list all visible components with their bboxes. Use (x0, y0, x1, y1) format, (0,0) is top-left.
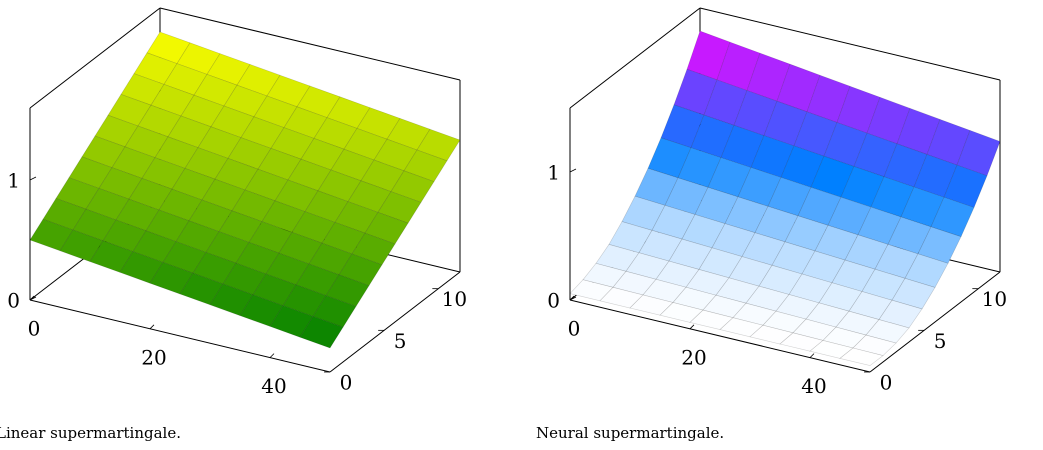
z-tick-label: 1 (547, 161, 560, 185)
x-tick (809, 353, 815, 358)
caption: Neural supermartingale. (536, 424, 724, 442)
x-tick-label: 20 (681, 345, 706, 369)
surface-cell (351, 232, 396, 266)
z-tick-label: 1 (7, 169, 20, 193)
x-tick-label: 40 (261, 374, 286, 398)
y-tick-label: 10 (442, 287, 467, 311)
surface-cell (403, 149, 448, 182)
box-edge (29, 7, 161, 109)
surface-chart: 0 20 40 0 5 10 0 1 Linear supermartingale. (0, 7, 467, 442)
y-tick-label: 0 (880, 371, 893, 395)
z-tick (29, 176, 37, 181)
z-tick-label: 0 (7, 289, 20, 313)
z-tick (29, 296, 37, 301)
box-edge (569, 7, 701, 109)
y-tick-label: 0 (340, 371, 353, 395)
y-tick-label: 5 (394, 329, 407, 353)
z-tick (569, 168, 577, 173)
z-tick-label: 0 (547, 289, 560, 313)
x-tick (689, 324, 695, 330)
surface-cell (839, 347, 884, 366)
surface-cell (904, 253, 949, 288)
box-edge (159, 7, 461, 81)
caption: Linear supermartingale. (0, 424, 181, 442)
surface-cell (930, 196, 975, 238)
surface-chart: 0 20 40 0 5 10 0 1 Neural supermartingale. (536, 7, 1007, 442)
surface-cell (364, 212, 409, 245)
surface-cell (299, 316, 344, 349)
y-tick-label: 10 (982, 287, 1007, 311)
x-axis (569, 299, 871, 373)
x-axis (29, 299, 331, 373)
surface-cell (377, 191, 422, 224)
x-tick (149, 324, 155, 330)
x-tick-label: 20 (141, 345, 166, 369)
x-tick-label: 0 (28, 317, 41, 341)
y-tick-label: 5 (934, 329, 947, 353)
surface-cell (852, 334, 897, 356)
surface-cell (956, 130, 1001, 177)
surface-cell (416, 128, 461, 162)
box-edge (699, 7, 1001, 81)
x-tick (269, 353, 275, 358)
x-tick-label: 0 (568, 317, 581, 341)
surface-cell (917, 226, 962, 264)
surface-cell (325, 274, 370, 307)
z-tick (569, 296, 577, 301)
x-tick-label: 40 (801, 374, 826, 398)
